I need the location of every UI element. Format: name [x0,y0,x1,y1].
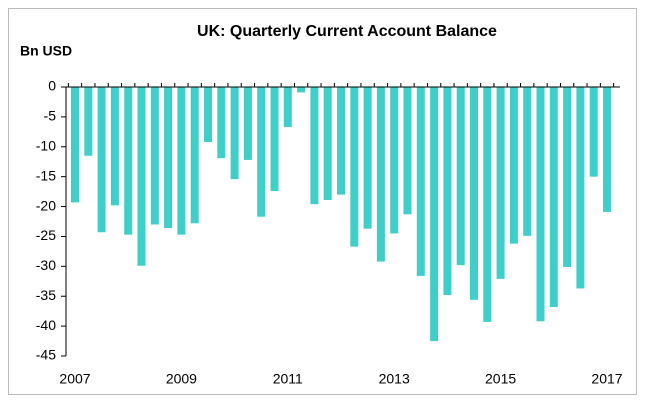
bar [71,87,79,203]
bar [536,87,545,322]
bar [563,87,572,267]
bar [470,87,478,300]
bar [416,87,425,276]
x-tick-label: 2011 [273,371,303,387]
y-tick-label: -20 [36,197,56,213]
bar [124,87,133,235]
y-tick-label: -25 [36,227,56,243]
bar [523,87,532,236]
bar [137,87,146,266]
x-tick-label: 2007 [59,371,90,387]
bar [283,87,292,128]
bar [376,87,385,262]
x-tick-label: 2013 [379,371,410,387]
bar [350,87,359,247]
bar [297,87,306,93]
y-tick-label: -30 [36,257,56,273]
y-axis-label: Bn USD [20,43,72,59]
bar [243,87,252,160]
bar [323,87,332,200]
y-tick-label: -15 [36,167,56,183]
bar [150,87,159,225]
y-tick-label: -5 [44,108,57,124]
bar [456,87,465,266]
bar [603,87,611,212]
bar [164,87,173,229]
bar [230,87,239,180]
bar [270,87,279,192]
bar [390,87,399,234]
bar [97,87,106,233]
bar [403,87,412,215]
bar [110,87,119,206]
x-tick-label: 2015 [485,371,516,387]
bar [576,87,585,289]
y-tick-label: -10 [36,137,56,153]
chart-title: UK: Quarterly Current Account Balance [197,23,497,40]
bar [177,87,186,235]
bar [509,87,518,244]
x-tick-label: 2009 [166,371,197,387]
y-tick-label: -45 [36,347,56,363]
bar [430,87,439,342]
bar [190,87,199,224]
y-tick-label: -40 [36,317,56,333]
bar [483,87,492,322]
bar [496,87,505,279]
bar [589,87,598,177]
bar [84,87,93,156]
bar [363,87,372,229]
y-tick-label: 0 [48,78,56,94]
bar [257,87,266,217]
bar [443,87,452,296]
y-tick-label: -35 [36,287,56,303]
bar [204,87,212,142]
chart-frame [8,8,637,395]
bar [217,87,226,159]
bar [310,87,319,205]
x-tick-label: 2017 [591,371,622,387]
bar [549,87,558,307]
bar [337,87,345,195]
